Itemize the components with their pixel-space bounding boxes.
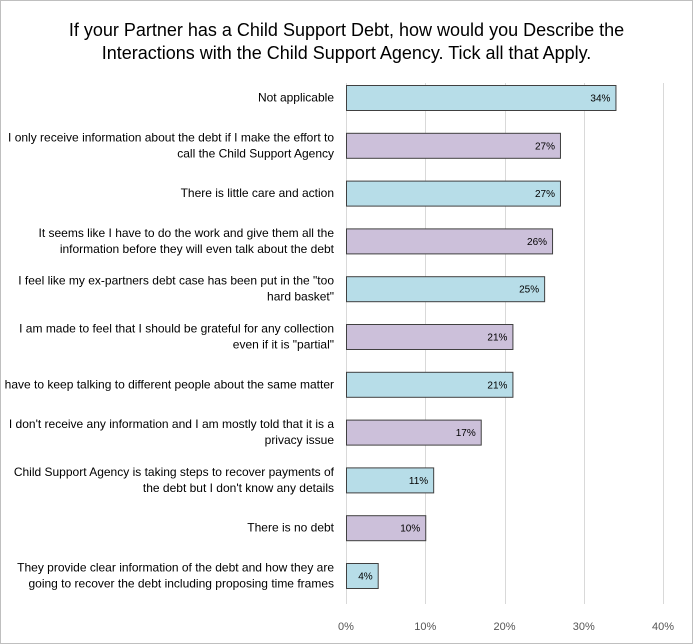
bar-2 [346,180,561,207]
category-label-3-line-1: information before they will even talk a… [60,242,335,256]
chart-title-line-1: If your Partner has a Child Support Debt… [68,20,625,40]
value-label-10: 4% [358,572,373,583]
chart-title-line-2: Interactions with the Child Support Agen… [101,43,592,63]
category-label-5-line-0: I am made to feel that I should be grate… [19,322,334,336]
category-label-8-line-0: Child Support Agency is taking steps to … [14,465,335,479]
category-label-1: I only receive information about the deb… [8,130,334,160]
bar-10 [346,563,379,589]
bar-4 [346,276,546,303]
x-tick-label-1: 10% [414,621,436,633]
category-label-8-line-1: the debt but I don't know any details [143,481,334,495]
x-tick-label-3: 30% [573,621,595,633]
x-tick-label-0: 0% [338,621,354,633]
value-label-8: 11% [409,476,428,487]
value-label-1: 27% [535,141,555,152]
category-label-0-line-0: Not applicable [258,91,334,105]
bar-7 [346,419,482,446]
category-label-10-line-1: going to recover the debt including prop… [28,577,334,591]
value-label-2: 27% [535,189,555,200]
value-label-7: 17% [456,428,476,439]
category-label-1-line-0: I only receive information about the deb… [8,130,334,144]
x-tick-label-4: 40% [652,621,674,633]
bar-1 [346,132,561,159]
value-label-3: 26% [527,237,547,248]
category-label-9-line-0: There is no debt [247,521,334,535]
category-label-5: I am made to feel that I should be grate… [19,322,334,352]
value-label-6: 21% [487,380,507,391]
category-label-2: There is little care and action [181,186,334,200]
value-label-0: 34% [590,94,610,105]
category-label-7-line-1: privacy issue [265,433,335,447]
category-label-4: I feel like my ex-partners debt case has… [18,274,334,304]
category-label-9: There is no debt [247,521,334,535]
category-label-3: It seems like I have to do the work and … [39,226,335,256]
category-label-2-line-0: There is little care and action [181,186,334,200]
category-label-10-line-0: They provide clear information of the de… [17,561,334,575]
bar-6 [346,371,514,398]
value-label-9: 10% [400,524,420,535]
category-label-6: I have to keep talking to different peop… [1,377,334,391]
bar-8 [346,467,435,494]
category-label-4-line-1: hard basket" [267,290,334,304]
value-label-5: 21% [487,333,507,344]
x-tick-label-2: 20% [493,621,515,633]
chart-title: If your Partner has a Child Support Debt… [1,19,692,65]
category-label-7: I don't receive any information and I am… [9,417,334,447]
category-label-4-line-0: I feel like my ex-partners debt case has… [18,274,334,288]
category-label-10: They provide clear information of the de… [17,561,334,591]
category-label-0: Not applicable [258,91,334,105]
bar-5 [346,324,514,350]
bar-0 [346,85,617,111]
value-label-4: 25% [519,285,539,296]
category-label-6-line-0: I have to keep talking to different peop… [1,377,334,391]
category-label-3-line-0: It seems like I have to do the work and … [39,226,335,240]
category-label-1-line-1: call the Child Support Agency [177,146,334,160]
category-label-5-line-1: even if it is "partial" [233,338,334,352]
bar-9 [346,515,427,542]
bar-3 [346,228,554,255]
category-label-8: Child Support Agency is taking steps to … [14,465,335,495]
category-label-7-line-0: I don't receive any information and I am… [9,417,334,431]
